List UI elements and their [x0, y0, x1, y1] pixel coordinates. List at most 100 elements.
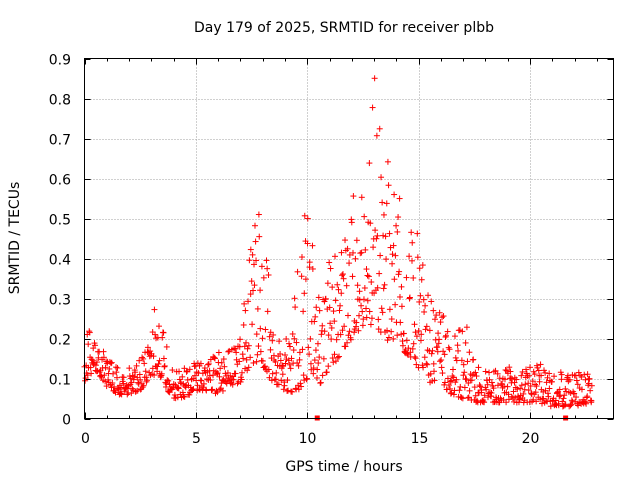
data-point [254, 305, 261, 312]
data-point [350, 193, 357, 200]
data-point [396, 195, 403, 202]
data-point [256, 233, 263, 240]
data-point [179, 373, 186, 380]
data-point [336, 353, 343, 360]
data-point [245, 342, 252, 349]
data-point [426, 327, 433, 334]
data-point [246, 257, 253, 264]
data-point [544, 398, 551, 405]
data-point [164, 377, 171, 384]
data-point [319, 372, 326, 379]
data-point [242, 307, 249, 314]
data-point [394, 228, 401, 235]
data-point [306, 264, 313, 271]
data-point [378, 174, 385, 181]
data-point [240, 355, 247, 362]
data-point [325, 363, 332, 370]
data-point [462, 339, 469, 346]
data-point [502, 366, 509, 373]
data-point [584, 371, 591, 378]
data-point [465, 394, 472, 401]
data-point [326, 304, 333, 311]
data-point [181, 393, 188, 400]
data-point [86, 329, 93, 336]
data-point [198, 377, 205, 384]
data-point [375, 326, 382, 333]
data-point [203, 387, 210, 394]
data-point [200, 380, 207, 387]
data-point [454, 342, 461, 349]
data-point [392, 252, 399, 259]
data-point [303, 375, 310, 382]
data-point [129, 372, 136, 379]
data-point [230, 373, 237, 380]
data-point [225, 348, 232, 355]
data-point [319, 322, 326, 329]
data-point [422, 326, 429, 333]
data-point [531, 371, 538, 378]
data-point [163, 343, 170, 350]
data-point [417, 292, 424, 299]
data-point [431, 377, 438, 384]
data-point [343, 282, 350, 289]
data-point [386, 306, 393, 313]
data-point [360, 296, 367, 303]
data-point [488, 379, 495, 386]
data-point [437, 319, 444, 326]
data-point [460, 361, 467, 368]
data-point [383, 256, 390, 263]
data-point [140, 382, 147, 389]
data-point [562, 401, 569, 408]
data-point [364, 272, 371, 279]
data-point [338, 290, 345, 297]
data-point [418, 331, 425, 338]
y-tick-label: 0.2 [49, 333, 71, 349]
data-point [395, 271, 402, 278]
data-point [265, 271, 272, 278]
data-point [361, 284, 368, 291]
data-point [481, 399, 488, 406]
data-point [238, 376, 245, 383]
data-point [339, 271, 346, 278]
data-point [315, 294, 322, 301]
data-point [484, 381, 491, 388]
data-point [446, 346, 453, 353]
data-point [412, 355, 419, 362]
data-point [234, 380, 241, 387]
data-point [241, 300, 248, 307]
data-point [333, 336, 340, 343]
data-point [436, 309, 443, 316]
data-point [146, 369, 153, 376]
data-point [546, 385, 553, 392]
data-point [233, 349, 240, 356]
data-point [416, 298, 423, 305]
data-point [273, 369, 280, 376]
data-point [112, 389, 119, 396]
data-point [139, 384, 146, 391]
data-point [563, 388, 570, 395]
data-point [316, 354, 323, 361]
data-point [326, 259, 333, 266]
tick-labels: 0 0.1 0.2 0.3 0.4 0.5 0.6 0.7 0.8 0.9 0 5 10 15 20 [49, 53, 540, 448]
data-point [466, 349, 473, 356]
data-point [292, 304, 299, 311]
data-point [367, 220, 374, 227]
data-point [88, 370, 95, 377]
x-tick-label: 15 [411, 431, 429, 447]
data-point [295, 362, 302, 369]
data-point [441, 379, 448, 386]
data-point [294, 268, 301, 275]
data-point [398, 283, 405, 290]
x-axis-label: GPS time / hours [285, 459, 402, 475]
data-point [561, 392, 568, 399]
data-point [458, 394, 465, 401]
data-point [238, 369, 245, 376]
data-point [358, 302, 365, 309]
data-point [419, 262, 426, 269]
data-point [272, 376, 279, 383]
data-point [346, 251, 353, 258]
data-point [84, 372, 91, 379]
data-point [253, 257, 260, 264]
data-point [578, 386, 585, 393]
data-point [331, 318, 338, 325]
